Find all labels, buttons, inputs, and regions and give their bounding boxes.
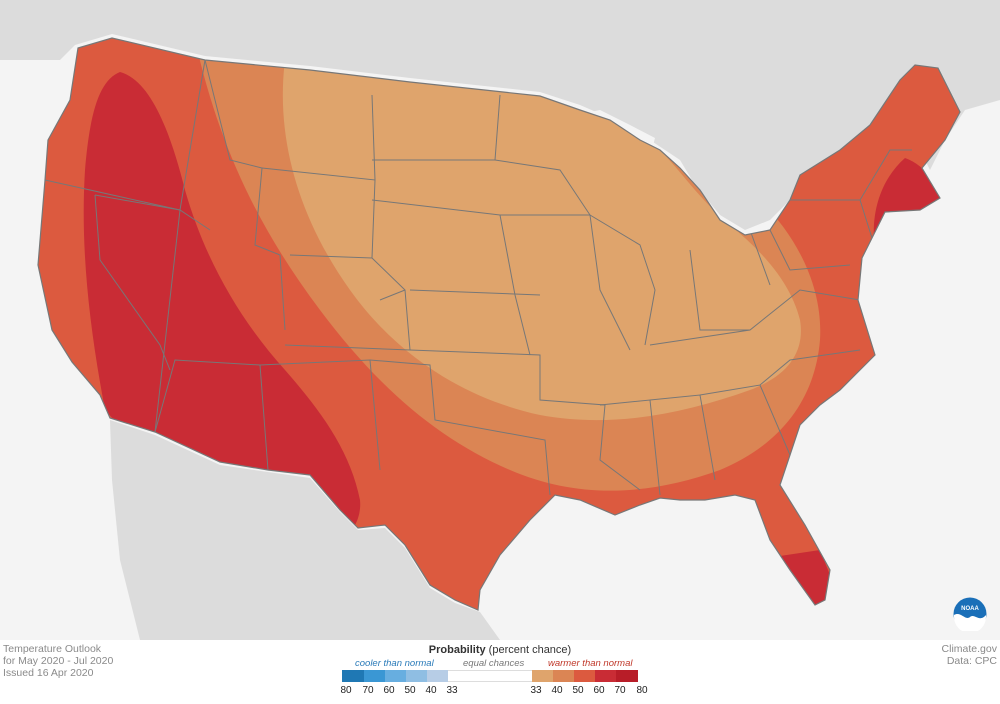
swatch-equal [448, 670, 532, 682]
legend-tick: 60 [383, 685, 395, 696]
legend-ticks: 80 70 60 50 40 33 33 40 50 60 70 80 [340, 685, 658, 697]
mexico-landmass [110, 420, 500, 640]
legend-tick: 70 [614, 685, 626, 696]
outlook-title-block: Temperature Outlook for May 2020 - Jul 2… [3, 643, 113, 679]
legend-warmer-label: warmer than normal [548, 658, 633, 669]
credit-source: Climate.gov [941, 643, 997, 655]
legend-color-bar [342, 670, 638, 682]
legend-title-bold: Probability [428, 644, 486, 656]
svg-text:NOAA: NOAA [961, 606, 979, 612]
legend-title: Probability (percent chance) [335, 644, 665, 656]
legend-tick: 80 [340, 685, 352, 696]
legend-title-rest: (percent chance) [485, 644, 572, 656]
legend-tick: 80 [636, 685, 648, 696]
legend-tick: 50 [404, 685, 416, 696]
credit-data: Data: CPC [946, 655, 997, 667]
us-map-svg [0, 0, 1000, 640]
us-outline [37, 37, 961, 611]
swatch-cool-70 [364, 670, 385, 682]
zone-warm-40 [282, 60, 801, 421]
legend-tick: 40 [425, 685, 437, 696]
swatch-warm-50 [553, 670, 574, 682]
noaa-logo-icon: NOAA [953, 597, 987, 631]
swatch-cool-80 [342, 670, 364, 682]
swatch-cool-50 [406, 670, 427, 682]
swatch-cool-60 [385, 670, 406, 682]
legend-tick: 40 [551, 685, 563, 696]
swatch-cool-40 [427, 670, 448, 682]
swatch-warm-60 [574, 670, 595, 682]
outlook-map: NOAA [0, 0, 1000, 640]
legend-tick: 33 [530, 685, 542, 696]
zone-warm-70-west [83, 72, 361, 545]
legend-tick: 50 [572, 685, 584, 696]
legend-cooler-label: cooler than normal [355, 658, 434, 669]
outlook-period: for May 2020 - Jul 2020 [3, 655, 114, 667]
legend-tick: 33 [446, 685, 458, 696]
legend-tick: 60 [593, 685, 605, 696]
credit-block: Climate.gov Data: CPC [942, 643, 997, 667]
canada-landmass [0, 0, 1000, 230]
zone-warm-70-florida [780, 550, 840, 610]
state-borders [44, 59, 912, 496]
probability-legend: Probability (percent chance) cooler than… [335, 640, 665, 704]
map-footer: Temperature Outlook for May 2020 - Jul 2… [0, 640, 1000, 704]
legend-equal-label: equal chances [463, 658, 525, 669]
swatch-warm-80 [616, 670, 638, 682]
outlook-title: Temperature Outlook [3, 643, 102, 655]
legend-tick: 70 [362, 685, 374, 696]
swatch-warm-70 [595, 670, 616, 682]
swatch-warm-40 [532, 670, 553, 682]
outlook-issued-date: Issued 16 Apr 2020 [3, 667, 94, 679]
